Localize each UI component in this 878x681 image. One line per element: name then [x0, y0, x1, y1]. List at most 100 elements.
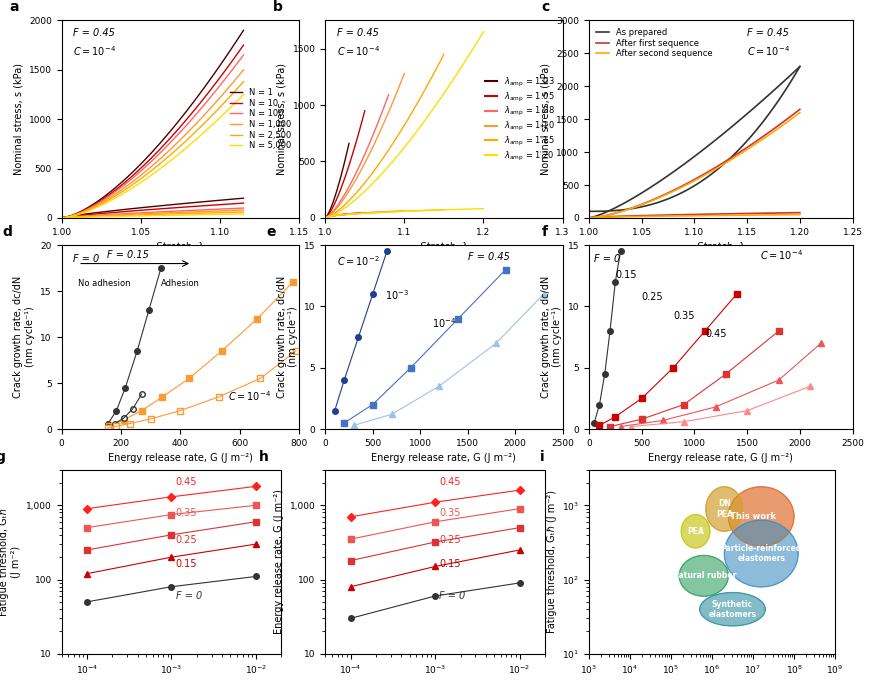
Polygon shape	[705, 487, 742, 531]
Line: After first sequence: After first sequence	[588, 110, 799, 218]
Y-axis label: Nominal stress, s (kPa): Nominal stress, s (kPa)	[540, 63, 550, 175]
N = 1,000	[180, 130, 191, 138]
X-axis label: Energy release rate, G (J m⁻²): Energy release rate, G (J m⁻²)	[648, 454, 792, 463]
Polygon shape	[680, 515, 709, 548]
As prepared	[583, 214, 594, 222]
N = 1,000	[174, 137, 184, 145]
After first sequence	[794, 106, 804, 114]
After second sequence	[770, 126, 781, 134]
Line: N = 2,500: N = 2,500	[61, 82, 243, 218]
Text: c: c	[541, 0, 549, 14]
N = 2,500	[217, 100, 227, 108]
N = 100	[217, 78, 227, 86]
N = 10	[56, 214, 67, 222]
N = 1	[167, 125, 177, 133]
Text: Particle-reinforced
elastomers: Particle-reinforced elastomers	[720, 544, 801, 563]
N = 1,000	[238, 66, 248, 74]
Y-axis label: Crack growth rate, dc/dN
(nm cycle⁻¹): Crack growth rate, dc/dN (nm cycle⁻¹)	[13, 276, 35, 398]
Text: 0.25: 0.25	[439, 535, 461, 545]
Y-axis label: Nominal stress, s (kPa): Nominal stress, s (kPa)	[13, 63, 23, 175]
N = 2,500	[56, 214, 67, 222]
Text: $10^{-4}$: $10^{-4}$	[432, 316, 456, 330]
As prepared	[727, 121, 738, 129]
After first sequence	[711, 162, 722, 170]
Text: $C = 10^{-4}$: $C = 10^{-4}$	[746, 44, 789, 58]
N = 5,000	[180, 144, 191, 153]
N = 1	[137, 159, 148, 167]
N = 2,500	[180, 137, 191, 145]
N = 100	[56, 214, 67, 222]
Line: N = 1,000: N = 1,000	[61, 70, 243, 218]
N = 100	[137, 165, 148, 174]
Text: F = 0: F = 0	[74, 254, 99, 264]
N = 1	[174, 116, 184, 125]
As prepared	[676, 161, 687, 170]
Line: N = 5,000: N = 5,000	[61, 95, 243, 218]
Text: This work: This work	[730, 512, 775, 521]
As prepared	[794, 63, 804, 71]
Text: 0.45: 0.45	[176, 477, 197, 487]
N = 10	[164, 135, 175, 143]
Text: $C = 10^{-4}$: $C = 10^{-4}$	[759, 248, 802, 262]
N = 100	[174, 129, 184, 138]
Text: 0.35: 0.35	[439, 508, 460, 518]
N = 1	[56, 214, 67, 222]
After second sequence	[676, 183, 687, 191]
N = 5,000	[238, 91, 248, 99]
N = 1	[164, 128, 175, 136]
N = 10	[238, 41, 248, 49]
After second sequence	[711, 164, 722, 172]
As prepared	[770, 84, 781, 93]
N = 2,500	[167, 149, 177, 157]
Text: 0.15: 0.15	[176, 559, 197, 569]
After second sequence	[583, 214, 594, 222]
Text: 0.45: 0.45	[439, 477, 460, 487]
Legend: $\lambda_{\rm amp}$ = 1.03, $\lambda_{\rm amp}$ = 1.05, $\lambda_{\rm amp}$ = 1.: $\lambda_{\rm amp}$ = 1.03, $\lambda_{\r…	[481, 72, 558, 166]
Polygon shape	[723, 520, 797, 587]
Text: $C = 10^{-4}$: $C = 10^{-4}$	[227, 390, 270, 403]
N = 5,000	[56, 214, 67, 222]
Text: F = 0.15: F = 0.15	[107, 250, 148, 260]
Text: a: a	[10, 0, 18, 14]
Y-axis label: Fatigue threshold, Gₜℏ
(J m⁻²): Fatigue threshold, Gₜℏ (J m⁻²)	[0, 508, 20, 616]
X-axis label: Stretch, λ: Stretch, λ	[156, 242, 204, 252]
Text: g: g	[0, 449, 5, 464]
After first sequence	[709, 164, 719, 172]
N = 1,000	[137, 170, 148, 178]
N = 100	[167, 137, 177, 145]
Text: $C = 10^{-2}$: $C = 10^{-2}$	[336, 254, 379, 268]
Line: As prepared: As prepared	[588, 67, 799, 218]
Text: F = 0.45: F = 0.45	[467, 252, 509, 262]
N = 100	[180, 122, 191, 130]
Text: $C = 10^{-4}$: $C = 10^{-4}$	[74, 44, 116, 58]
Polygon shape	[699, 592, 765, 626]
Text: Natural rubber: Natural rubber	[671, 571, 735, 580]
N = 100	[164, 139, 175, 147]
Text: DN
PEA: DN PEA	[715, 499, 732, 519]
Text: 0.35: 0.35	[673, 311, 694, 321]
N = 2,500	[238, 78, 248, 86]
After first sequence	[770, 123, 781, 131]
Line: N = 100: N = 100	[61, 55, 243, 218]
N = 5,000	[217, 111, 227, 119]
Text: PEA: PEA	[687, 527, 703, 536]
Text: Synthetic
elastomers: Synthetic elastomers	[708, 599, 756, 619]
X-axis label: Energy release rate, G (J m⁻²): Energy release rate, G (J m⁻²)	[108, 454, 252, 463]
Text: 0.45: 0.45	[704, 329, 725, 339]
After first sequence	[719, 157, 730, 165]
N = 10	[167, 132, 177, 140]
X-axis label: Stretch, λ: Stretch, λ	[420, 242, 467, 252]
N = 1	[238, 27, 248, 35]
Legend: As prepared, After first sequence, After second sequence: As prepared, After first sequence, After…	[593, 25, 715, 61]
N = 10	[217, 69, 227, 78]
As prepared	[709, 137, 719, 145]
Y-axis label: Nominal stress, s (kPa): Nominal stress, s (kPa)	[277, 63, 286, 175]
Text: F = 0: F = 0	[176, 590, 202, 601]
N = 10	[180, 116, 191, 125]
N = 5,000	[137, 178, 148, 186]
N = 1	[217, 57, 227, 65]
Text: 0.25: 0.25	[176, 535, 198, 545]
As prepared	[711, 135, 722, 143]
Text: f: f	[541, 225, 547, 239]
X-axis label: Stretch, λ: Stretch, λ	[696, 242, 744, 252]
